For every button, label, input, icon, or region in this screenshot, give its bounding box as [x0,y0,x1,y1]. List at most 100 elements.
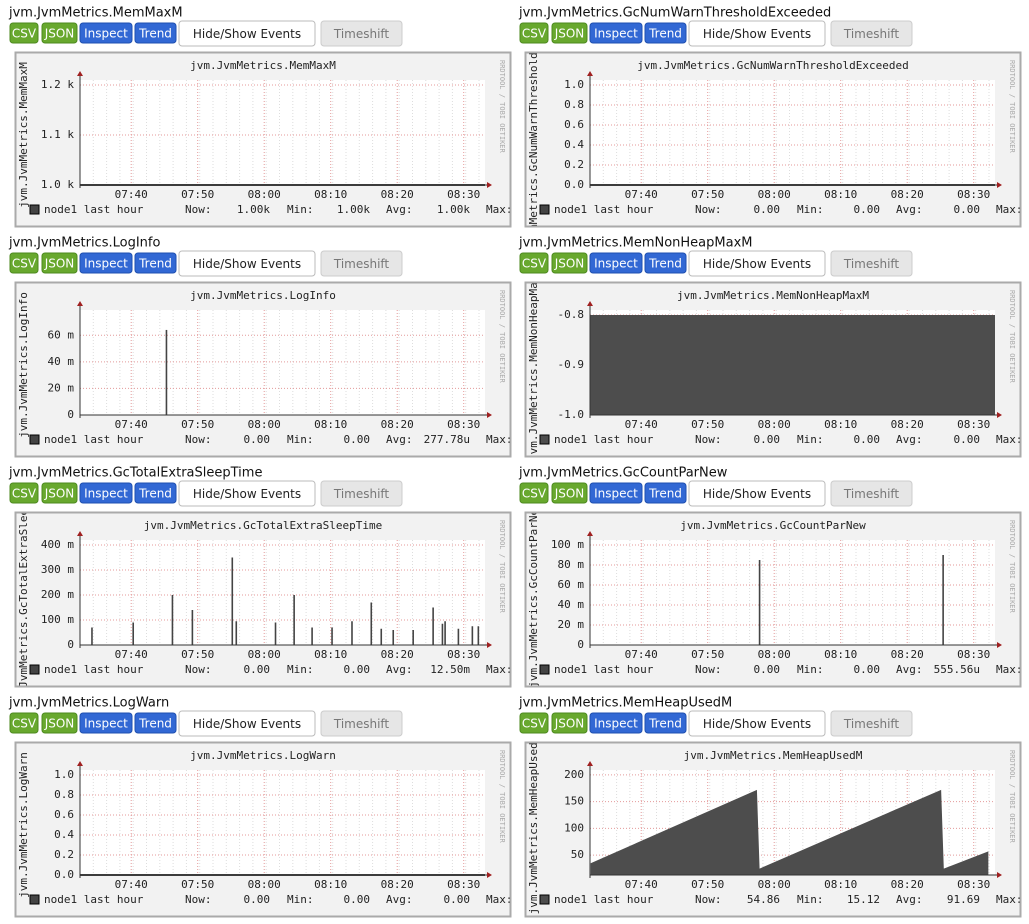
x-tick-label: 08:10 [824,878,857,891]
button[interactable]: Timeshift [320,710,403,737]
button-label[interactable]: Inspect [594,27,638,41]
button[interactable]: Hide/Show Events [178,250,316,277]
button[interactable]: CSV [9,712,39,734]
button[interactable]: Timeshift [830,250,913,277]
button-label[interactable]: CSV [522,257,547,271]
button-label[interactable]: Inspect [594,487,638,501]
button[interactable]: Trend [134,712,177,734]
button-label[interactable]: Inspect [84,717,128,731]
button[interactable]: Trend [644,252,687,274]
button[interactable]: Trend [134,482,177,504]
button-label[interactable]: Timeshift [333,487,390,501]
button-label[interactable]: JSON [554,487,585,501]
button-label[interactable]: Trend [648,487,682,501]
button[interactable]: JSON [551,252,588,274]
button[interactable]: Timeshift [320,20,403,47]
button-label[interactable]: Trend [648,27,682,41]
button-label[interactable]: Hide/Show Events [193,487,301,501]
button[interactable]: Inspect [589,712,643,734]
button-label[interactable]: Hide/Show Events [703,717,811,731]
button[interactable]: JSON [41,712,78,734]
button[interactable]: Trend [134,22,177,44]
button[interactable]: JSON [41,252,78,274]
button[interactable]: Inspect [79,712,133,734]
button-label[interactable]: Trend [138,257,172,271]
button[interactable]: Hide/Show Events [688,710,826,737]
button[interactable]: JSON [551,22,588,44]
button[interactable]: CSV [519,712,549,734]
button-label[interactable]: Timeshift [843,257,900,271]
button[interactable]: Timeshift [830,710,913,737]
button-label[interactable]: CSV [12,257,37,271]
button-label[interactable]: Hide/Show Events [193,717,301,731]
button-label[interactable]: Hide/Show Events [703,257,811,271]
button-label[interactable]: Trend [648,717,682,731]
button-label[interactable]: Timeshift [333,717,390,731]
button-label[interactable]: Trend [138,487,172,501]
button[interactable]: Hide/Show Events [178,20,316,47]
button[interactable]: Timeshift [320,250,403,277]
button[interactable]: Hide/Show Events [178,710,316,737]
button-label[interactable]: Trend [138,27,172,41]
button-label[interactable]: Timeshift [333,257,390,271]
button-label[interactable]: Trend [648,257,682,271]
button-label[interactable]: Inspect [84,487,128,501]
button[interactable]: Inspect [589,22,643,44]
button[interactable]: Inspect [589,252,643,274]
x-tick-label: 08:00 [758,188,791,201]
button-label[interactable]: Hide/Show Events [193,27,301,41]
button[interactable]: Trend [134,252,177,274]
button-label[interactable]: JSON [554,257,585,271]
button[interactable]: Inspect [589,482,643,504]
button-label[interactable]: CSV [12,717,37,731]
button-label[interactable]: Hide/Show Events [703,27,811,41]
button[interactable]: Timeshift [830,480,913,507]
button[interactable]: Hide/Show Events [178,480,316,507]
button[interactable]: Inspect [79,22,133,44]
button[interactable]: JSON [551,712,588,734]
button-label[interactable]: JSON [554,717,585,731]
x-tick-label: 08:30 [447,648,480,661]
button[interactable]: CSV [9,252,39,274]
button-label[interactable]: CSV [12,487,37,501]
button[interactable]: JSON [41,482,78,504]
button[interactable]: Hide/Show Events [688,20,826,47]
button-label[interactable]: Inspect [594,257,638,271]
button-label[interactable]: Hide/Show Events [193,257,301,271]
button-label[interactable]: Trend [138,717,172,731]
button-label[interactable]: Inspect [84,257,128,271]
button-label[interactable]: Timeshift [843,487,900,501]
button-label[interactable]: CSV [522,487,547,501]
button-label[interactable]: Inspect [84,27,128,41]
button-label[interactable]: Timeshift [843,717,900,731]
button-label[interactable]: CSV [522,717,547,731]
button[interactable]: JSON [551,482,588,504]
button-label[interactable]: JSON [554,27,585,41]
button[interactable]: Inspect [79,252,133,274]
button[interactable]: Trend [644,482,687,504]
button-label[interactable]: JSON [44,27,75,41]
button[interactable]: Trend [644,22,687,44]
button[interactable]: CSV [9,482,39,504]
button-label[interactable]: Timeshift [333,27,390,41]
button-label[interactable]: CSV [522,27,547,41]
button[interactable]: Timeshift [320,480,403,507]
button[interactable]: CSV [9,22,39,44]
button[interactable]: Hide/Show Events [688,250,826,277]
button[interactable]: Hide/Show Events [688,480,826,507]
button-label[interactable]: Timeshift [843,27,900,41]
button[interactable]: Timeshift [830,20,913,47]
button-label[interactable]: JSON [44,487,75,501]
button-label[interactable]: JSON [44,717,75,731]
button[interactable]: Trend [644,712,687,734]
button-label[interactable]: Inspect [594,717,638,731]
button-label[interactable]: CSV [12,27,37,41]
button-label[interactable]: Hide/Show Events [703,487,811,501]
button[interactable]: CSV [519,22,549,44]
button-label[interactable]: JSON [44,257,75,271]
button[interactable]: Inspect [79,482,133,504]
button[interactable]: CSV [519,482,549,504]
button[interactable]: CSV [519,252,549,274]
button[interactable]: JSON [41,22,78,44]
